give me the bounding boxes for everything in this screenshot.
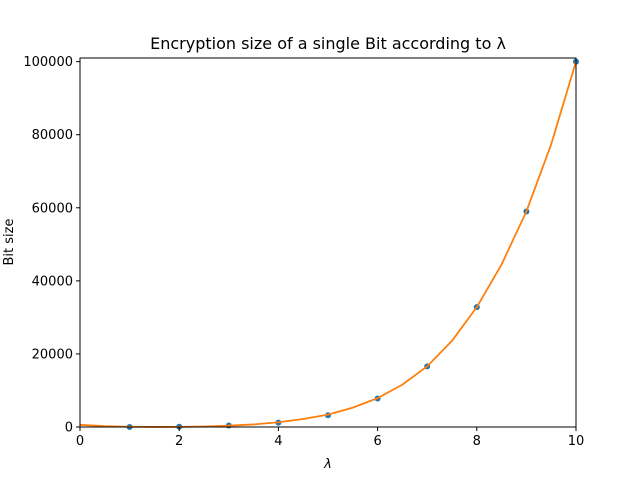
y-tick-label: 0 (65, 421, 73, 436)
fit-curve (79, 61, 577, 428)
y-tick-label: 60000 (32, 201, 73, 216)
y-tick-label: 20000 (32, 347, 73, 362)
x-tick-label: 6 (373, 434, 381, 449)
chart-title: Encryption size of a single Bit accordin… (150, 34, 506, 53)
y-tick-label: 80000 (32, 128, 73, 143)
x-tick-label: 10 (568, 434, 585, 449)
plot-frame (79, 57, 577, 428)
x-tick-label: 2 (175, 434, 183, 449)
x-tick-label: 0 (76, 434, 84, 449)
y-tick-label: 40000 (32, 274, 73, 289)
y-axis-label: Bit size (2, 219, 17, 266)
x-tick-label: 8 (473, 434, 481, 449)
x-axis-label: λ (323, 457, 332, 472)
y-tick-label: 100000 (23, 55, 73, 70)
x-tick-label: 4 (274, 434, 282, 449)
